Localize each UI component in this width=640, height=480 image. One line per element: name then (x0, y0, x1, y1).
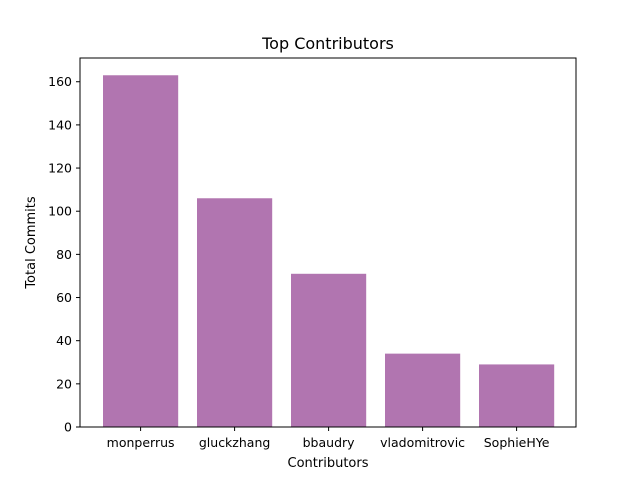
bar-bbaudry (291, 273, 367, 427)
bars-group (103, 75, 555, 428)
y-axis-ticks: 0 20 40 60 80 100 120 140 160 (48, 74, 80, 435)
y-tick-label: 20 (56, 376, 72, 391)
x-tick-label: vladomitrovic (380, 435, 465, 450)
x-tick-label: gluckzhang (199, 435, 270, 450)
y-tick-label: 60 (56, 290, 72, 305)
x-axis-ticks: monperrus gluckzhang bbaudry vladomitrovic S… (107, 427, 550, 450)
plot-frame (79, 57, 577, 428)
bar-vladomitrovic (385, 353, 461, 427)
bar-gluckzhang (197, 198, 273, 427)
x-axis-label: Contributors (288, 456, 369, 471)
bar-SophieHYe (479, 364, 555, 427)
y-tick-label: 120 (48, 161, 72, 176)
y-tick-label: 160 (48, 74, 72, 89)
y-tick-label: 0 (64, 420, 72, 435)
y-tick-label: 80 (56, 247, 72, 262)
x-tick-label: SophieHYe (484, 435, 550, 450)
y-tick-label: 40 (56, 333, 72, 348)
chart-title: Top Contributors (261, 34, 394, 53)
y-tick-label: 100 (48, 204, 72, 219)
bar-monperrus (103, 75, 179, 428)
y-tick-label: 140 (48, 117, 72, 132)
x-tick-label: monperrus (107, 435, 175, 450)
x-tick-label: bbaudry (303, 435, 356, 450)
y-axis-label: Total Commits (24, 196, 39, 290)
